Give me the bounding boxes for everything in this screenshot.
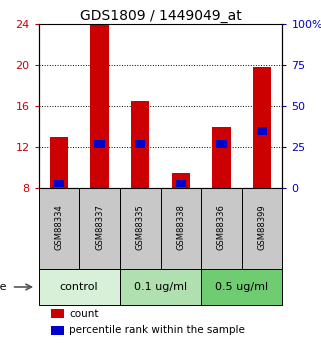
Text: GSM88337: GSM88337 — [95, 204, 104, 250]
Title: GDS1809 / 1449049_at: GDS1809 / 1449049_at — [80, 9, 241, 23]
Bar — [51, 309, 64, 318]
Bar — [135, 140, 145, 148]
Bar — [79, 188, 120, 269]
Text: GSM88338: GSM88338 — [176, 204, 185, 250]
Bar — [172, 173, 190, 188]
Text: dose: dose — [0, 282, 7, 292]
Text: GSM88336: GSM88336 — [217, 204, 226, 250]
Bar — [120, 188, 160, 269]
Text: control: control — [60, 282, 99, 292]
Text: percentile rank within the sample: percentile rank within the sample — [69, 325, 245, 335]
Text: GSM88334: GSM88334 — [54, 204, 63, 250]
Text: GSM88335: GSM88335 — [136, 204, 145, 250]
Bar — [160, 188, 201, 269]
Bar — [91, 24, 108, 188]
Text: 0.5 ug/ml: 0.5 ug/ml — [215, 282, 268, 292]
Bar — [50, 137, 68, 188]
Text: GSM88399: GSM88399 — [258, 204, 267, 250]
Bar — [120, 269, 201, 305]
Bar — [201, 269, 282, 305]
Bar — [39, 188, 79, 269]
Bar — [216, 140, 227, 148]
Bar — [131, 101, 149, 188]
Bar — [54, 180, 64, 187]
Bar — [242, 188, 282, 269]
Bar — [94, 140, 105, 148]
Bar — [257, 127, 267, 135]
Bar — [253, 67, 271, 188]
Text: count: count — [69, 309, 99, 319]
Bar — [201, 188, 242, 269]
Text: 0.1 ug/ml: 0.1 ug/ml — [134, 282, 187, 292]
Bar — [39, 269, 120, 305]
Bar — [176, 180, 186, 187]
Bar — [51, 326, 64, 335]
Bar — [213, 127, 230, 188]
